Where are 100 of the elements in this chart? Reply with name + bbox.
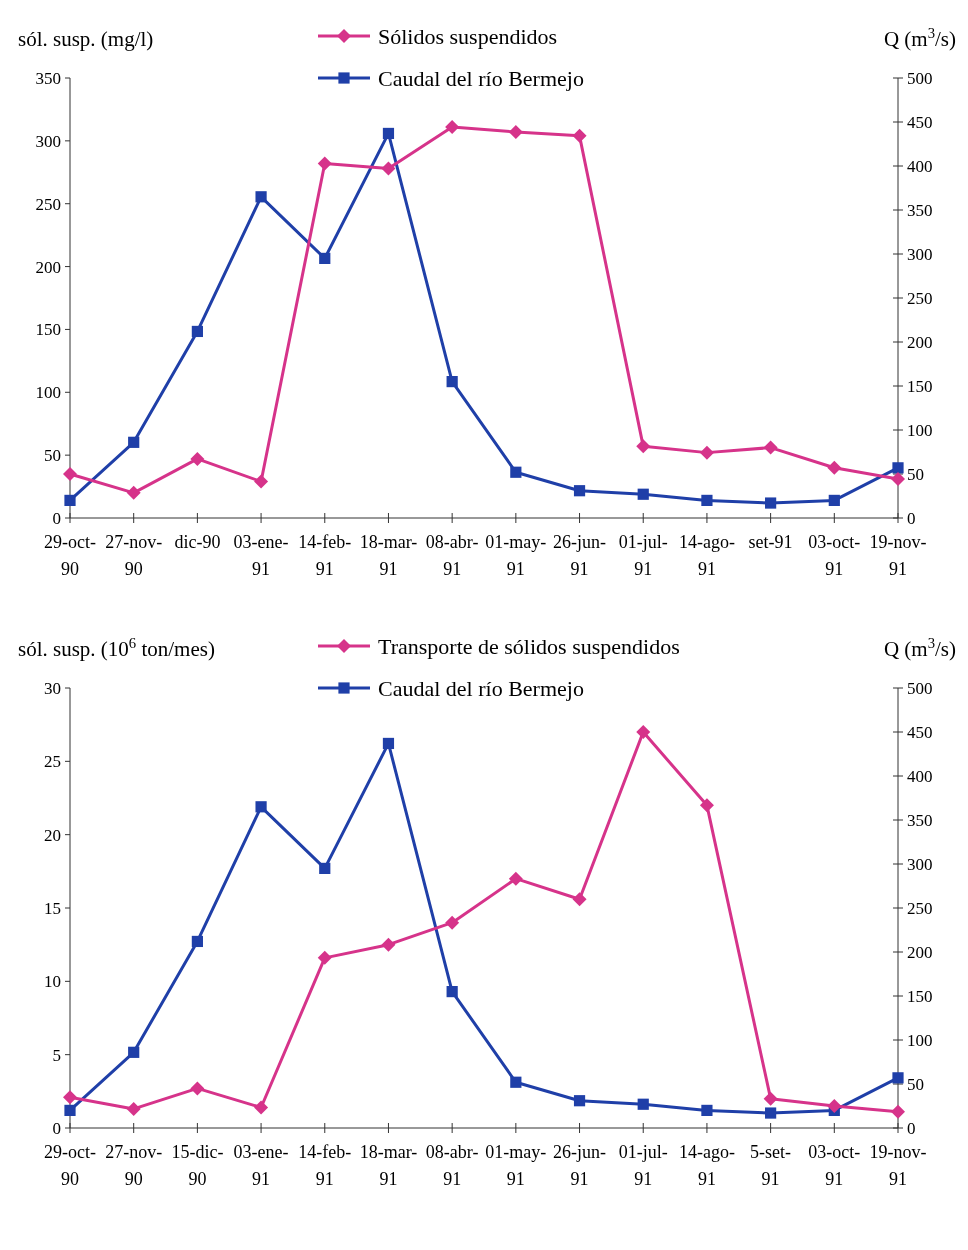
y-tick-label: 10 [44,972,61,992]
x-tick-label: 01-may-91 [485,532,547,579]
x-tick-label: 01-jul-91 [618,1142,668,1189]
point [319,252,331,264]
y2-tick-label: 200 [907,942,933,962]
point [317,950,332,965]
x-tick-label: 14-ago-91 [678,1142,735,1189]
point [510,466,522,478]
y-tick-label: 150 [35,320,61,340]
y2-tick-label: 50 [907,1074,924,1094]
point [445,120,460,135]
point [445,915,460,930]
y2-tick-label: 350 [907,200,933,220]
y2-tick-label: 350 [907,810,933,830]
point [510,1076,522,1088]
point [382,127,395,140]
point [508,125,523,140]
point [891,472,905,487]
x-tick-label: 03-ene-91 [233,1142,289,1189]
y-tick-label: 15 [44,898,61,918]
y-tick-label: 50 [44,446,61,466]
y2-tick-label: 400 [907,766,933,786]
point [828,494,840,506]
point [446,376,458,388]
y2-tick-label: 250 [907,288,933,308]
y-tick-label: 250 [35,194,61,214]
x-tick-label: 29-oct-90 [44,1142,96,1189]
y-axis-title: sól. susp. (mg/l) [18,27,154,51]
y-tick-label: 350 [35,68,61,88]
point [382,737,395,750]
y2-tick-label: 150 [907,986,933,1006]
point [637,488,649,500]
point [891,1104,905,1119]
x-tick-label: dic-90 [174,532,221,552]
point [126,1101,141,1116]
x-tick-label: 27-nov-90 [105,1142,163,1189]
x-tick-label: set-91 [748,532,793,552]
point [892,462,904,474]
x-tick-label: 03-ene-91 [233,532,289,579]
point [892,1072,904,1084]
legend-label: Sólidos suspendidos [378,23,558,49]
point [508,871,523,886]
y2-tick-label: 50 [907,464,924,484]
y2-tick-label: 300 [907,854,933,874]
point [255,191,267,203]
x-tick-label: 08-abr-91 [425,1142,479,1189]
point [319,862,331,874]
point [63,1090,77,1105]
y-tick-label: 0 [52,1118,61,1138]
point [446,986,458,998]
y-tick-label: 100 [35,383,61,403]
point [64,494,76,506]
y-tick-label: 200 [35,257,61,277]
point [765,497,777,509]
point [573,1095,586,1107]
point [191,325,203,338]
y2-tick-label: 500 [907,678,933,698]
point [254,1100,269,1115]
x-tick-label: 01-may-91 [485,1142,547,1189]
x-tick-label: 01-jul-91 [618,532,668,579]
point [63,467,77,481]
y2-tick-label: 500 [907,68,933,88]
x-tick-label: 18-mar-91 [359,532,418,579]
point [827,460,842,475]
x-tick-label: 14-ago-91 [678,532,735,579]
y-tick-label: 300 [35,131,61,151]
point [765,1107,777,1119]
x-tick-label: 14-feb-91 [298,532,352,579]
point [763,440,778,455]
y-tick-label: 20 [44,825,61,845]
y-tick-label: 0 [52,508,61,528]
legend-label: Caudal del río Bermejo [378,65,584,91]
point [128,436,140,448]
point [191,935,203,948]
x-tick-label: 19-nov-91 [869,1142,927,1189]
y2-tick-label: 100 [907,420,933,440]
y2-tick-label: 200 [907,332,933,352]
point [573,485,586,497]
y2-axis-title: Q (m$^{3}$/s) [883,25,957,51]
y2-tick-label: 100 [907,1030,933,1050]
x-tick-label: 15-dic-90 [171,1142,224,1189]
legend-label: Caudal del río Bermejo [378,675,584,701]
point [572,892,587,907]
x-tick-label: 27-nov-90 [105,532,163,579]
point [317,156,332,171]
x-tick-label: 29-oct-90 [44,532,96,579]
x-tick-label: 14-feb-91 [298,1142,352,1189]
y-tick-label: 5 [52,1045,61,1065]
point [763,1091,778,1106]
y2-tick-label: 450 [907,112,933,132]
point [190,451,205,466]
point [64,1104,76,1116]
x-tick-label: 26-jun-91 [553,532,607,579]
point [636,439,651,454]
point [827,1099,842,1113]
y2-tick-label: 0 [907,1118,916,1138]
y2-axis-title: Q (m$^{3}$/s) [883,635,957,661]
x-tick-label: 03-oct-91 [808,1142,861,1189]
point [572,128,587,143]
point [381,161,396,176]
